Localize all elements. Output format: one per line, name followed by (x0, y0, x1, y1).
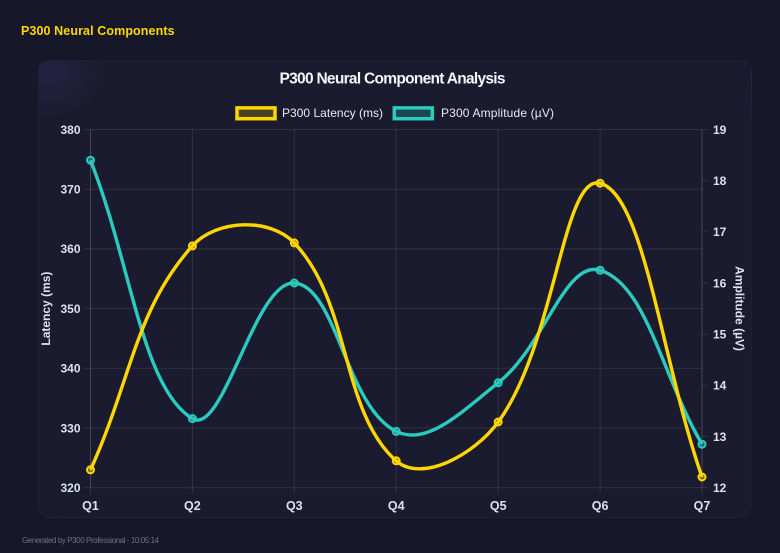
svg-text:17: 17 (713, 225, 727, 239)
svg-text:320: 320 (60, 481, 80, 495)
svg-text:12: 12 (713, 481, 727, 495)
svg-text:Q1: Q1 (82, 499, 99, 513)
svg-text:Q7: Q7 (694, 499, 711, 513)
svg-text:Q6: Q6 (592, 499, 609, 513)
svg-text:14: 14 (713, 379, 727, 393)
svg-text:18: 18 (713, 174, 727, 188)
svg-text:15: 15 (713, 328, 727, 342)
svg-text:P300 Neural Component Analysis: P300 Neural Component Analysis (280, 71, 506, 88)
svg-text:Q3: Q3 (286, 499, 303, 513)
svg-text:350: 350 (60, 302, 80, 316)
svg-text:370: 370 (60, 183, 80, 197)
svg-text:Latency (ms): Latency (ms) (39, 272, 53, 346)
svg-text:13: 13 (713, 430, 727, 444)
svg-text:P300 Latency (ms): P300 Latency (ms) (282, 106, 383, 120)
svg-text:P300 Amplitude (µV): P300 Amplitude (µV) (441, 106, 554, 120)
svg-text:Q5: Q5 (490, 499, 507, 513)
svg-text:Q4: Q4 (388, 499, 405, 513)
svg-text:19: 19 (713, 123, 727, 137)
svg-text:380: 380 (60, 123, 80, 137)
svg-text:16: 16 (713, 276, 727, 290)
svg-text:360: 360 (60, 242, 80, 256)
svg-text:Q2: Q2 (184, 499, 201, 513)
svg-text:Amplitude (µV): Amplitude (µV) (733, 266, 747, 351)
svg-text:340: 340 (60, 362, 80, 376)
svg-text:330: 330 (60, 421, 80, 435)
